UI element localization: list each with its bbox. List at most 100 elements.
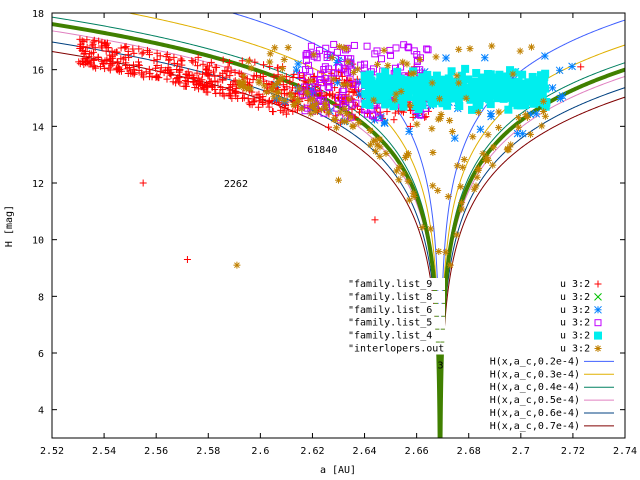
y-tick-label: 6	[38, 349, 44, 360]
data-point	[418, 223, 426, 231]
data-point	[330, 75, 338, 83]
legend-entry: "family.list_5 u 3:2	[345, 316, 602, 329]
data-point	[199, 60, 207, 68]
legend-name: "family.list_8	[348, 292, 432, 303]
data-point	[416, 91, 425, 100]
data-point	[325, 78, 333, 86]
data-point	[219, 90, 227, 98]
data-point	[150, 57, 158, 65]
data-point	[473, 173, 481, 181]
data-point	[305, 83, 313, 91]
data-point	[361, 60, 369, 68]
data-point	[349, 123, 357, 131]
data-point	[88, 42, 96, 50]
data-point	[365, 70, 374, 79]
data-point	[255, 77, 263, 85]
data-point	[476, 125, 485, 134]
data-point	[146, 69, 154, 77]
data-point	[270, 73, 278, 81]
data-point	[345, 95, 353, 103]
data-point	[472, 68, 481, 77]
point-annotation: 2262	[224, 179, 248, 190]
data-point	[130, 49, 138, 57]
data-point	[303, 49, 311, 57]
legend-entry: H(x,a_c,0.6e-4)	[490, 408, 614, 419]
data-point	[495, 70, 504, 79]
data-point	[344, 58, 352, 66]
data-point	[489, 161, 497, 169]
data-point	[434, 187, 442, 195]
data-point	[348, 105, 356, 113]
legend-marker	[594, 280, 602, 288]
legend-entry: "family.list_9 u 3:2	[345, 278, 602, 290]
data-point	[249, 76, 257, 84]
data-point	[248, 101, 256, 109]
data-point	[352, 99, 360, 107]
data-point	[373, 106, 381, 114]
legend-marker	[594, 319, 602, 327]
point-annotation: 61840	[307, 145, 337, 156]
legend-name: H(x,a_c,0.5e-4)	[490, 395, 580, 406]
data-point	[509, 70, 517, 78]
x-tick-label: 2.74	[613, 446, 637, 457]
data-point	[298, 105, 306, 113]
x-tick-label: 2.64	[352, 446, 376, 457]
legend-entry: H(x,a_c,0.2e-4)	[490, 356, 614, 367]
data-point	[380, 46, 388, 54]
data-point	[121, 53, 129, 61]
data-point	[312, 100, 320, 108]
data-point	[157, 64, 165, 72]
y-tick-label: 4	[38, 406, 44, 417]
data-point	[453, 162, 461, 170]
data-point	[309, 95, 317, 103]
data-point	[240, 72, 248, 80]
data-point	[211, 63, 219, 71]
data-point	[135, 45, 143, 53]
legend-name: H(x,a_c,0.2e-4)	[490, 356, 580, 367]
data-point	[205, 72, 213, 80]
data-point	[269, 108, 277, 116]
data-point	[289, 74, 297, 82]
data-point	[235, 69, 243, 77]
data-point	[194, 81, 202, 89]
data-point	[247, 64, 255, 72]
legend-marker	[594, 293, 602, 301]
curve-line	[52, 51, 440, 438]
data-point	[330, 116, 338, 124]
data-point	[244, 57, 252, 65]
data-point	[369, 137, 377, 145]
data-point	[255, 97, 263, 105]
data-point	[442, 95, 451, 104]
data-point	[513, 129, 522, 138]
data-point	[135, 61, 143, 69]
data-point	[239, 81, 247, 89]
data-point	[402, 92, 411, 101]
data-point	[177, 55, 185, 63]
data-point	[435, 248, 443, 256]
legend-name: "family.list_5	[348, 318, 432, 329]
data-point	[411, 102, 420, 111]
data-point	[391, 96, 399, 104]
data-point	[376, 152, 384, 160]
data-point	[352, 101, 360, 109]
data-point	[304, 61, 312, 69]
data-point	[342, 46, 350, 54]
data-point	[275, 88, 283, 96]
data-point	[153, 61, 161, 69]
data-point	[555, 66, 564, 75]
data-point	[361, 99, 370, 108]
data-point	[482, 80, 491, 89]
data-point	[459, 163, 467, 171]
data-point	[427, 225, 435, 233]
data-point	[314, 97, 322, 105]
data-point	[302, 57, 310, 65]
data-point	[170, 59, 178, 67]
legend-entry: "interlopers.out u 3:2	[345, 342, 602, 355]
data-point	[402, 79, 411, 88]
data-point	[188, 57, 196, 65]
x-tick-label: 2.7	[512, 446, 530, 457]
data-point	[294, 60, 302, 68]
data-point	[293, 95, 301, 103]
y-tick-label: 12	[32, 179, 44, 190]
